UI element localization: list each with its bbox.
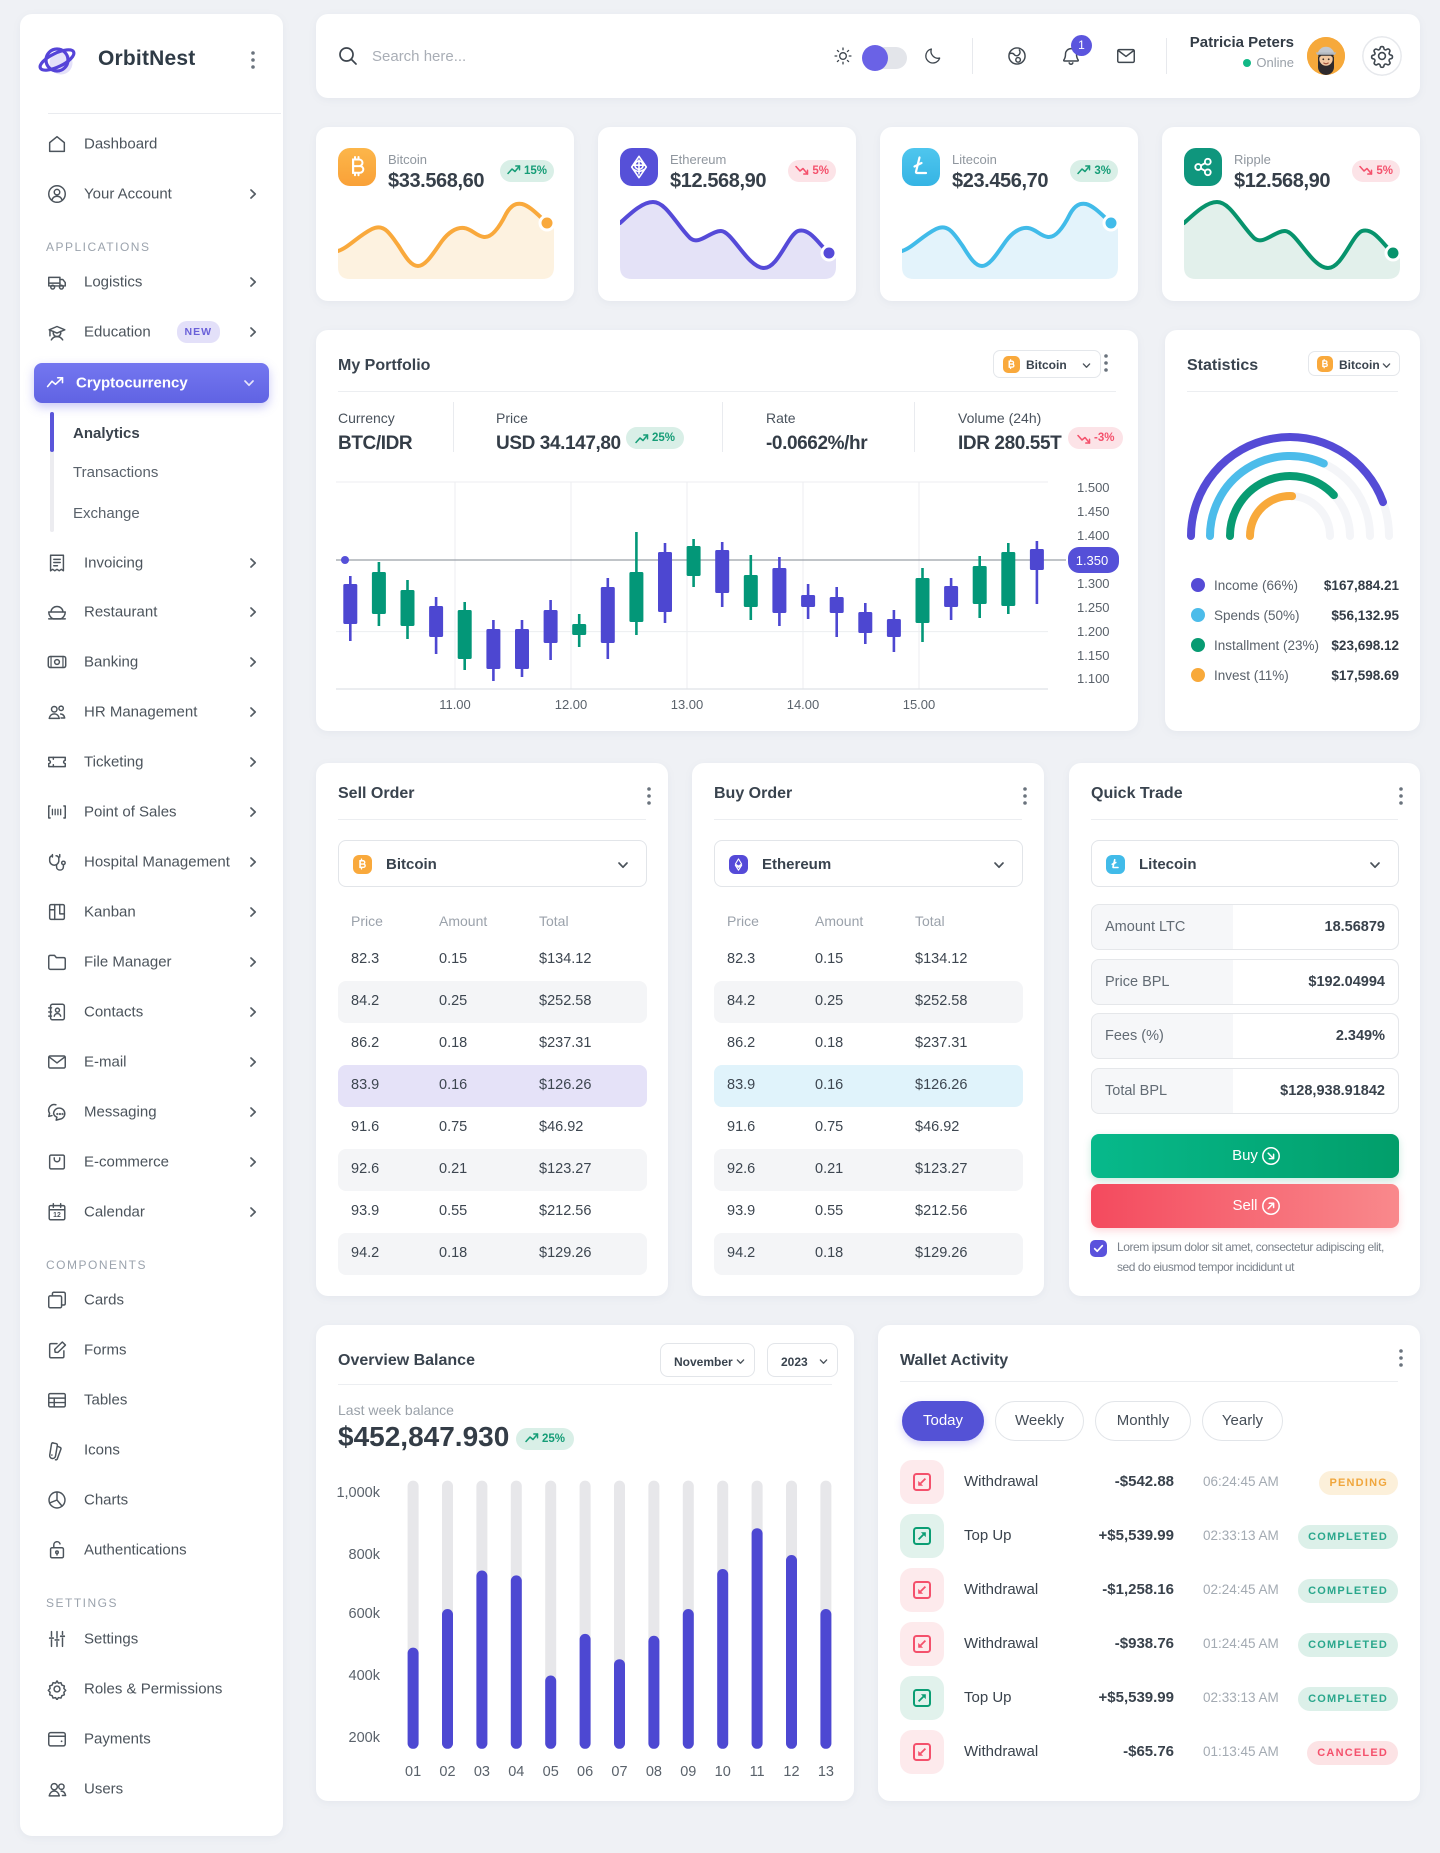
svg-text:11: 11 xyxy=(750,1764,765,1780)
svg-text:13.00: 13.00 xyxy=(671,697,704,712)
svg-text:1.150: 1.150 xyxy=(1077,648,1110,663)
svg-text:14.00: 14.00 xyxy=(787,697,820,712)
svg-text:12: 12 xyxy=(53,1212,61,1219)
svg-text:11.00: 11.00 xyxy=(439,697,471,712)
svg-text:1.300: 1.300 xyxy=(1077,576,1110,591)
svg-text:1.500: 1.500 xyxy=(1077,480,1110,495)
svg-text:05: 05 xyxy=(543,1764,559,1780)
svg-text:1.350: 1.350 xyxy=(1076,553,1109,568)
svg-text:12: 12 xyxy=(783,1764,799,1780)
svg-text:400k: 400k xyxy=(349,1668,381,1684)
svg-text:06: 06 xyxy=(577,1764,593,1780)
svg-text:15.00: 15.00 xyxy=(903,697,936,712)
svg-text:1,000k: 1,000k xyxy=(336,1485,380,1501)
svg-text:07: 07 xyxy=(611,1764,627,1780)
svg-text:09: 09 xyxy=(680,1764,696,1780)
svg-text:200k: 200k xyxy=(349,1730,381,1746)
svg-text:01: 01 xyxy=(405,1764,421,1780)
svg-text:600k: 600k xyxy=(349,1606,381,1622)
svg-text:1.250: 1.250 xyxy=(1077,600,1110,615)
svg-text:10: 10 xyxy=(715,1764,731,1780)
svg-text:12.00: 12.00 xyxy=(555,697,588,712)
svg-text:1.200: 1.200 xyxy=(1077,624,1110,639)
svg-text:1.450: 1.450 xyxy=(1077,504,1110,519)
svg-text:02: 02 xyxy=(439,1764,455,1780)
svg-text:03: 03 xyxy=(474,1764,490,1780)
svg-text:1.400: 1.400 xyxy=(1077,528,1110,543)
svg-text:08: 08 xyxy=(646,1764,662,1780)
svg-text:04: 04 xyxy=(508,1764,524,1780)
svg-text:800k: 800k xyxy=(349,1547,381,1563)
svg-text:1.100: 1.100 xyxy=(1077,671,1110,686)
svg-text:13: 13 xyxy=(818,1764,834,1780)
